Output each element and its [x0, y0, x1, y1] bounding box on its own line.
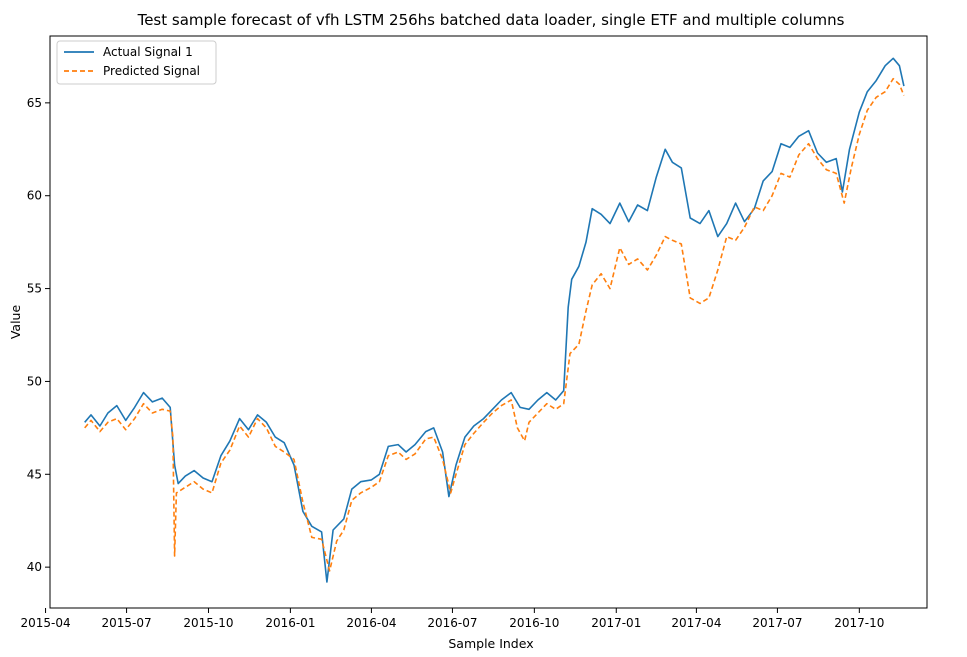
legend-label-actual: Actual Signal 1 [103, 45, 193, 59]
x-axis-label: Sample Index [448, 636, 533, 651]
x-axis: 2015-04 2015-07 2015-10 2016-01 2016-04 2016-… [20, 608, 884, 630]
chart-title: Test sample forecast of vfh LSTM 256hs b… [137, 11, 845, 29]
legend-box [56, 40, 217, 85]
x-tick-label: 2015-04 [20, 616, 70, 630]
y-tick-label: 45 [27, 467, 42, 481]
x-tick-label: 2017-10 [834, 616, 884, 630]
legend-label-predicted: Predicted Signal [103, 64, 200, 78]
y-axis: 40 45 50 55 60 65 [27, 96, 50, 574]
series-line-actual [84, 57, 905, 583]
y-tick-label: 60 [27, 189, 42, 203]
y-tick-label: 55 [27, 282, 42, 296]
x-tick-label: 2016-10 [509, 616, 559, 630]
y-tick-label: 65 [27, 96, 42, 110]
y-tick-label: 50 [27, 374, 42, 388]
series-layer [84, 57, 905, 583]
y-tick-label: 40 [27, 560, 42, 574]
x-tick-label: 2015-10 [183, 616, 233, 630]
x-tick-label: 2017-07 [752, 616, 802, 630]
y-axis-label: Value [8, 305, 23, 340]
plot-area [49, 35, 928, 609]
x-tick-label: 2016-04 [346, 616, 396, 630]
x-tick-label: 2015-07 [102, 616, 152, 630]
x-tick-label: 2016-01 [265, 616, 315, 630]
x-tick-label: 2017-01 [591, 616, 641, 630]
legend: Actual Signal 1 Predicted Signal [56, 40, 217, 85]
series-line-predicted [84, 77, 905, 572]
x-tick-label: 2016-07 [427, 616, 477, 630]
x-tick-label: 2017-04 [671, 616, 721, 630]
